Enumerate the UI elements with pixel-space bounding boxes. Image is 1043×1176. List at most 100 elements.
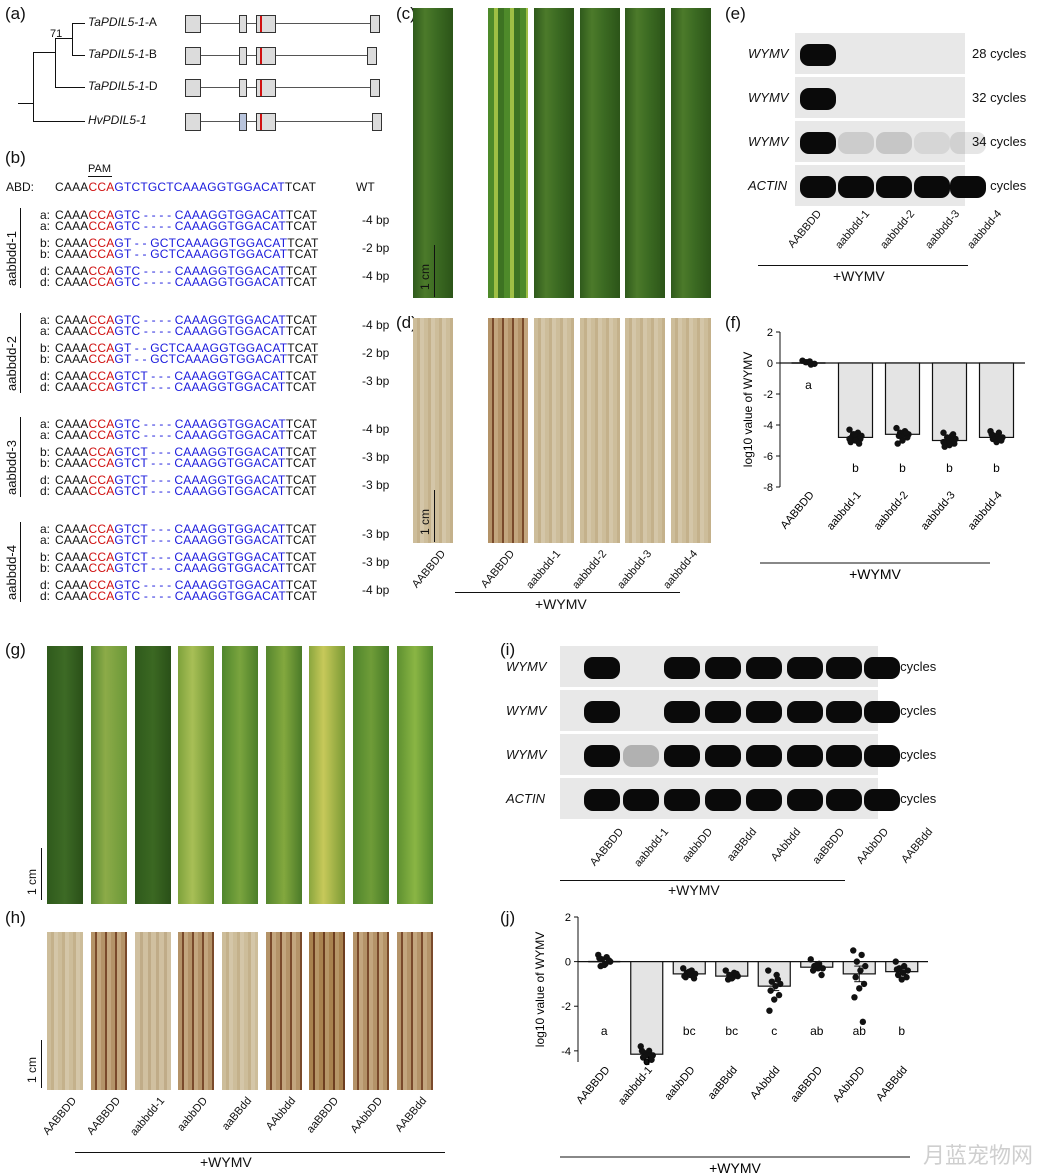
sequence-segment: GTC - - - - CAAAGGTGGACAT	[114, 323, 286, 338]
leaf-image	[135, 646, 171, 904]
indel-tag: -4 bp	[362, 582, 390, 597]
gel-band	[826, 701, 862, 723]
data-point	[680, 965, 687, 972]
mutant-line-bracket	[20, 208, 21, 288]
sequence-segment: CCA	[88, 368, 115, 383]
allele-label: a:	[40, 428, 51, 442]
gel-band	[864, 657, 900, 679]
sequence-segment: CAAA	[55, 379, 89, 394]
leaf-image	[47, 646, 83, 904]
allele-sequence: CAAACCAGTC - - - - CAAAGGTGGACATTCAT	[55, 219, 317, 233]
data-point	[949, 431, 957, 438]
gel-band	[914, 132, 950, 154]
gel-band	[584, 745, 620, 767]
allele-label: d:	[40, 275, 51, 289]
scale-label-g: 1 cm	[25, 868, 39, 895]
x-tick-label: AABBDD	[779, 489, 817, 531]
data-point	[722, 967, 729, 974]
data-point	[855, 440, 863, 447]
indel-tag: -2 bp	[362, 345, 390, 360]
mutant-line-label: aabbdd-2	[4, 335, 19, 391]
ref-tag: WT	[356, 180, 375, 194]
mutant-line-bracket	[20, 521, 21, 602]
data-point	[775, 991, 783, 999]
sequence-segment: GTC - - - - CAAAGGTGGACAT	[114, 208, 286, 222]
sequence-segment: CAAA	[55, 588, 89, 603]
leaf-image	[266, 646, 302, 904]
significance-letter: d	[643, 1054, 650, 1068]
allele-sequence: CAAACCAGTC - - - - CAAAGGTGGACATTCAT	[55, 208, 317, 222]
gel-band	[876, 132, 912, 154]
indel-tag: -4 bp	[362, 269, 390, 283]
panel-label-i: (i)	[500, 640, 516, 659]
data-point	[774, 976, 782, 983]
significance-letter: ab	[853, 1024, 867, 1038]
gel-target-label: ACTIN	[748, 178, 787, 193]
allele-label: b:	[40, 247, 51, 261]
sequence-segment: TCAT	[285, 532, 317, 547]
sequence-segment: CAAA	[55, 456, 89, 470]
gel-band	[787, 701, 823, 723]
allele-sequence: CAAACCAGTC - - - - CAAAGGTGGACATTCAT	[55, 264, 317, 278]
data-point	[858, 951, 865, 959]
sequence-segment: CAAA	[55, 323, 89, 338]
gel-target-label: WYMV	[506, 703, 547, 718]
allele-label: a:	[40, 417, 51, 431]
x-tick-label: AAbbDD	[831, 1064, 868, 1105]
sequence-segment: TCAT	[285, 208, 318, 222]
bar	[837, 362, 874, 439]
sequence-segment: GTC - - - - CAAAGGTGGACAT	[114, 264, 286, 278]
data-point	[852, 974, 859, 981]
y-tick-label: -4	[561, 1046, 571, 1058]
data-point	[638, 1047, 646, 1055]
mutant-line-bracket	[20, 417, 21, 497]
allele-label: b:	[40, 236, 51, 250]
x-tick-label: aabbdd-1	[616, 1064, 655, 1107]
sequence-segment: GTCT - - - CAAAGGTGGACAT	[114, 560, 286, 575]
gel-band	[664, 745, 700, 767]
panel-label-j: (j)	[500, 908, 516, 927]
allele-label: a:	[40, 312, 51, 327]
data-point	[819, 965, 826, 972]
data-point	[899, 437, 906, 444]
sequence-segment: GT - - GCTCAAAGGTGGACAT	[114, 340, 288, 355]
sequence-segment: GT - - GCTCAAAGGTGGACAT	[114, 247, 288, 261]
data-point	[813, 961, 820, 969]
sequence-segment: CCA	[88, 560, 115, 575]
sequence-segment: GT - - GCTCAAAGGTGGACAT	[114, 236, 288, 250]
indel-tag: -4 bp	[362, 317, 390, 332]
bar	[931, 362, 968, 442]
panel-label-c: (c)	[396, 4, 416, 23]
sequence-segment: CCA	[88, 428, 115, 442]
data-point	[846, 426, 853, 433]
sequence-segment: CAAA	[55, 417, 89, 431]
indel-tag: -3 bp	[362, 526, 390, 541]
allele-sequence: CAAACCAGTCT - - - CAAAGGTGGACATTCAT	[55, 484, 317, 498]
leaf-image	[397, 646, 433, 904]
significance-letter: a	[805, 378, 812, 392]
data-point	[899, 969, 907, 976]
y-tick-label: 2	[767, 327, 773, 339]
scale-label-d: 1 cm	[418, 508, 432, 535]
gel-target-label: ACTIN	[506, 791, 545, 806]
allele-sequence: CAAACCAGTCT - - - CAAAGGTGGACATTCAT	[55, 445, 317, 459]
leaf-image	[309, 932, 345, 1090]
treatment-line-e	[758, 265, 968, 266]
data-point	[772, 982, 779, 990]
gel-band	[864, 701, 900, 723]
data-point	[892, 958, 899, 965]
sequence-segment: CAAA	[55, 577, 89, 592]
sequence-segment: CCA	[88, 521, 115, 536]
data-point	[895, 432, 903, 440]
gel-band	[914, 176, 950, 198]
sequence-segment: GTCT - - - CAAAGGTGGACAT	[114, 484, 286, 498]
sequence-segment: CAAA	[55, 473, 89, 487]
scale-label-c: 1 cm	[418, 263, 432, 290]
data-point	[806, 358, 813, 365]
sequence-segment: CAAA	[55, 445, 89, 459]
sequence-segment: CCA	[88, 577, 115, 592]
sequence-segment: TCAT	[285, 445, 317, 459]
allele-sequence: CAAACCAGTCT - - - CAAAGGTGGACATTCAT	[55, 369, 317, 383]
sequence-segment: CAAA	[55, 549, 89, 564]
x-tick-label: aabbdd-3	[919, 489, 958, 532]
